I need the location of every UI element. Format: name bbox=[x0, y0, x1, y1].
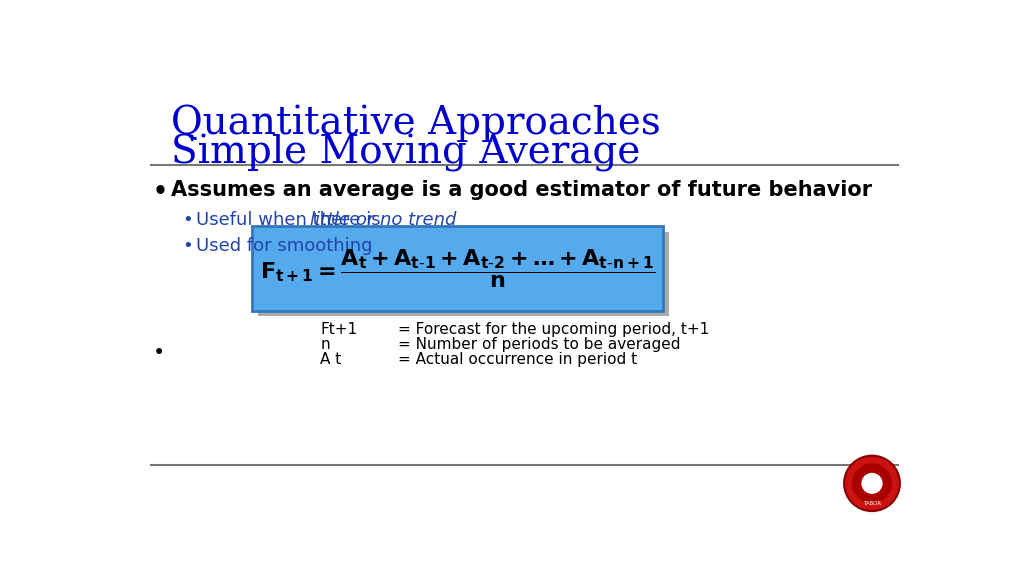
Text: = Number of periods to be averaged: = Number of periods to be averaged bbox=[397, 337, 680, 352]
Text: TABOR: TABOR bbox=[863, 501, 881, 506]
FancyBboxPatch shape bbox=[252, 226, 663, 311]
Text: Ft+1: Ft+1 bbox=[321, 321, 357, 337]
Text: little or no trend: little or no trend bbox=[310, 211, 457, 229]
Text: A t: A t bbox=[321, 353, 341, 367]
Text: Assumes an average is a good estimator of future behavior: Assumes an average is a good estimator o… bbox=[171, 180, 871, 200]
Circle shape bbox=[852, 464, 892, 503]
Circle shape bbox=[861, 473, 883, 494]
Text: Simple Moving Average: Simple Moving Average bbox=[171, 134, 640, 172]
Text: •: • bbox=[182, 237, 193, 255]
FancyBboxPatch shape bbox=[258, 232, 669, 316]
Text: $\mathbf{F_{t+1} = \dfrac{A_t + A_{t\text{-}1} + A_{t\text{-}2} + \ldots + A_{t\: $\mathbf{F_{t+1} = \dfrac{A_t + A_{t\tex… bbox=[259, 247, 655, 290]
Text: Useful when there is: Useful when there is bbox=[197, 211, 387, 229]
Text: n: n bbox=[321, 337, 330, 352]
Text: = Forecast for the upcoming period, t+1: = Forecast for the upcoming period, t+1 bbox=[397, 321, 709, 337]
Text: Quantitative Approaches: Quantitative Approaches bbox=[171, 104, 660, 142]
Text: •: • bbox=[153, 343, 165, 363]
Text: •: • bbox=[182, 211, 193, 229]
Text: = Actual occurrence in period t: = Actual occurrence in period t bbox=[397, 353, 637, 367]
Circle shape bbox=[844, 456, 900, 511]
Text: Used for smoothing: Used for smoothing bbox=[197, 237, 373, 255]
Text: •: • bbox=[153, 180, 168, 204]
